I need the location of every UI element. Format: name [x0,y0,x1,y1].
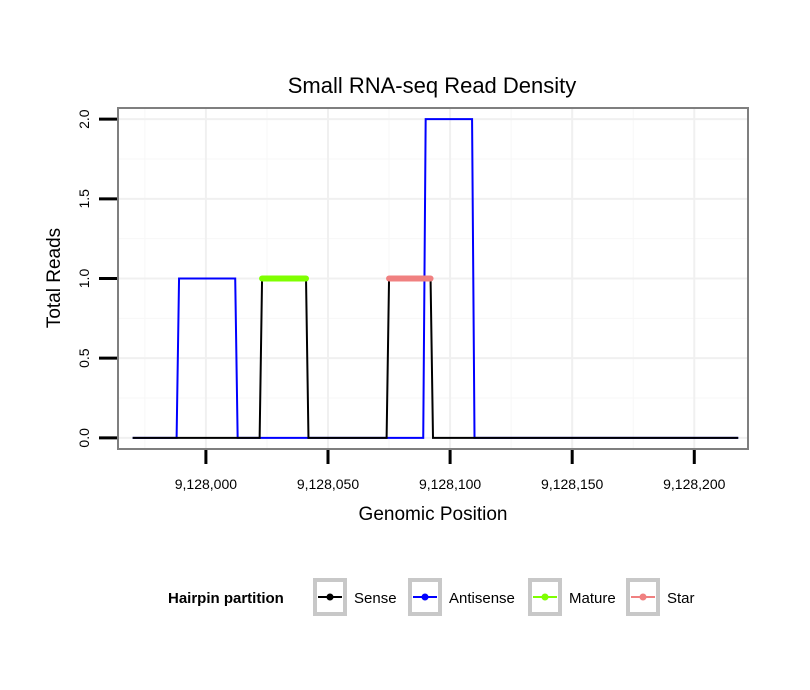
legend-key-dot [421,593,429,601]
series-layer [132,118,739,439]
x-axis-title: Genomic Position [359,504,508,525]
legend-key-dot [639,593,647,601]
x-tick-label: 9,128,150 [541,476,603,492]
x-tick-label: 9,128,200 [663,476,725,492]
legend-key-dot [326,593,334,601]
legend-title: Hairpin partition [168,590,284,607]
legend-label-mature: Mature [569,590,616,607]
y-tick-label: 1.0 [76,269,92,289]
panel-border [117,107,749,450]
y-axis-title: Total Reads [44,228,65,328]
y-tick-label: 2.0 [76,109,92,129]
y-tick-label: 1.5 [76,189,92,209]
legend-label-sense: Sense [354,590,397,607]
y-tick-label: 0.0 [76,428,92,448]
x-tick-label: 9,128,050 [297,476,359,492]
series-line-sense [132,277,739,439]
x-axis: 9,128,000 9,128,050 9,128,100 9,128,150 9,12… [175,450,726,492]
y-axis: 0.0 0.5 1.0 1.5 2.0 [76,109,117,448]
legend-key-dot [541,593,549,601]
legend-label-star: Star [667,590,695,607]
legend-label-antisense: Antisense [449,590,515,607]
chart-title: Small RNA-seq Read Density [288,73,577,98]
x-tick-label: 9,128,000 [175,476,237,492]
y-tick-label: 0.5 [76,348,92,368]
x-tick-label: 9,128,100 [419,476,481,492]
legend-entries: Sense Antisense Mature Star [313,578,695,616]
legend: Hairpin partition Sense Antisense Mature St… [168,578,695,616]
